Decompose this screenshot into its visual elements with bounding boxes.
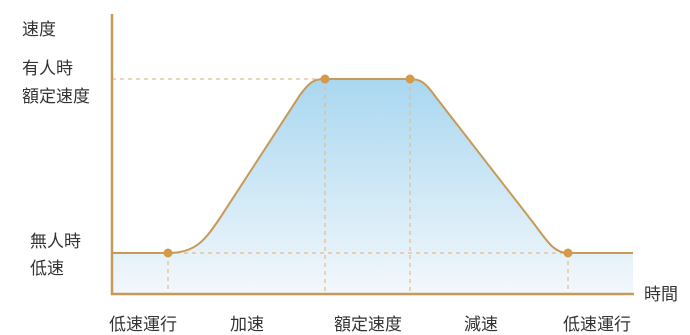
- phase-label-accel: 加速: [230, 315, 264, 335]
- rated-speed-label-line2: 額定速度: [22, 87, 90, 107]
- y-axis-label: 速度: [22, 20, 56, 40]
- marker-rated-start: [320, 74, 330, 84]
- low-speed-label-line1: 無人時: [30, 232, 81, 252]
- low-speed-label-line2: 低速: [30, 259, 64, 279]
- phase-label-rated: 額定速度: [334, 315, 402, 335]
- phase-label-low-start: 低速運行: [109, 315, 177, 335]
- speed-area: [112, 79, 633, 294]
- marker-decel-end: [563, 248, 573, 258]
- x-axis-label: 時間: [644, 285, 678, 305]
- phase-label-low-end: 低速運行: [563, 315, 631, 335]
- marker-rated-end: [405, 74, 415, 84]
- transition-markers: [163, 74, 573, 258]
- phase-label-decel: 減速: [464, 315, 498, 335]
- axes: [110, 14, 634, 296]
- rated-speed-label-line1: 有人時: [22, 59, 73, 79]
- marker-accel-start: [163, 248, 173, 258]
- guide-lines: [112, 78, 569, 294]
